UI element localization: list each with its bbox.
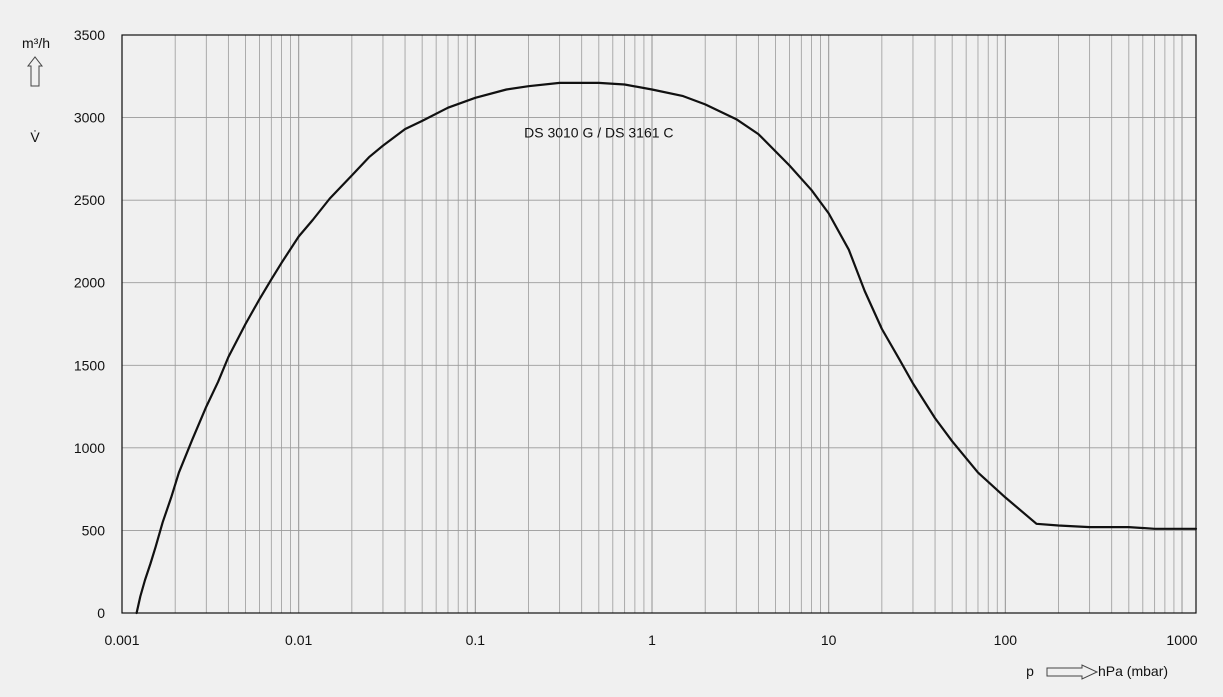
x-tick-label: 10 [821, 632, 837, 648]
major-grid [122, 34, 1196, 614]
y-tick-label: 3500 [74, 27, 105, 43]
x-tick-label: 1000 [1166, 632, 1197, 648]
x-tick-label: 0.001 [104, 632, 139, 648]
y-tick-label: 1000 [74, 440, 105, 456]
y-tick-label: 1500 [74, 357, 105, 373]
x-tick-label: 1 [648, 632, 656, 648]
x-tick-label: 0.01 [285, 632, 312, 648]
y-tick-label: 2500 [74, 192, 105, 208]
y-tick-label: 0 [97, 605, 105, 621]
y-symbol-label: V̇ [30, 129, 40, 145]
y-tick-labels: 0 500 1000 1500 2000 2500 3000 3500 [74, 27, 105, 621]
x-prefix-label: p [1026, 663, 1034, 679]
y-tick-label: 3000 [74, 110, 105, 126]
y-unit-label: m³/h [22, 35, 50, 51]
y-tick-label: 500 [82, 522, 106, 538]
plot-frame [121, 34, 1197, 614]
series-label: DS 3010 G / DS 3161 C [524, 124, 673, 140]
x-unit-label: hPa (mbar) [1098, 663, 1168, 679]
minor-grid [121, 35, 1183, 613]
x-tick-label: 100 [994, 632, 1018, 648]
x-tick-labels: 0.001 0.01 0.1 1 10 100 1000 [104, 632, 1197, 648]
x-arrow-icon [1046, 664, 1099, 680]
series-layer: DS 3010 G / DS 3161 C [135, 81, 1198, 615]
y-arrow-icon [26, 56, 44, 87]
y-tick-label: 2000 [74, 275, 105, 291]
x-tick-label: 0.1 [466, 632, 486, 648]
series-line [135, 81, 1198, 615]
